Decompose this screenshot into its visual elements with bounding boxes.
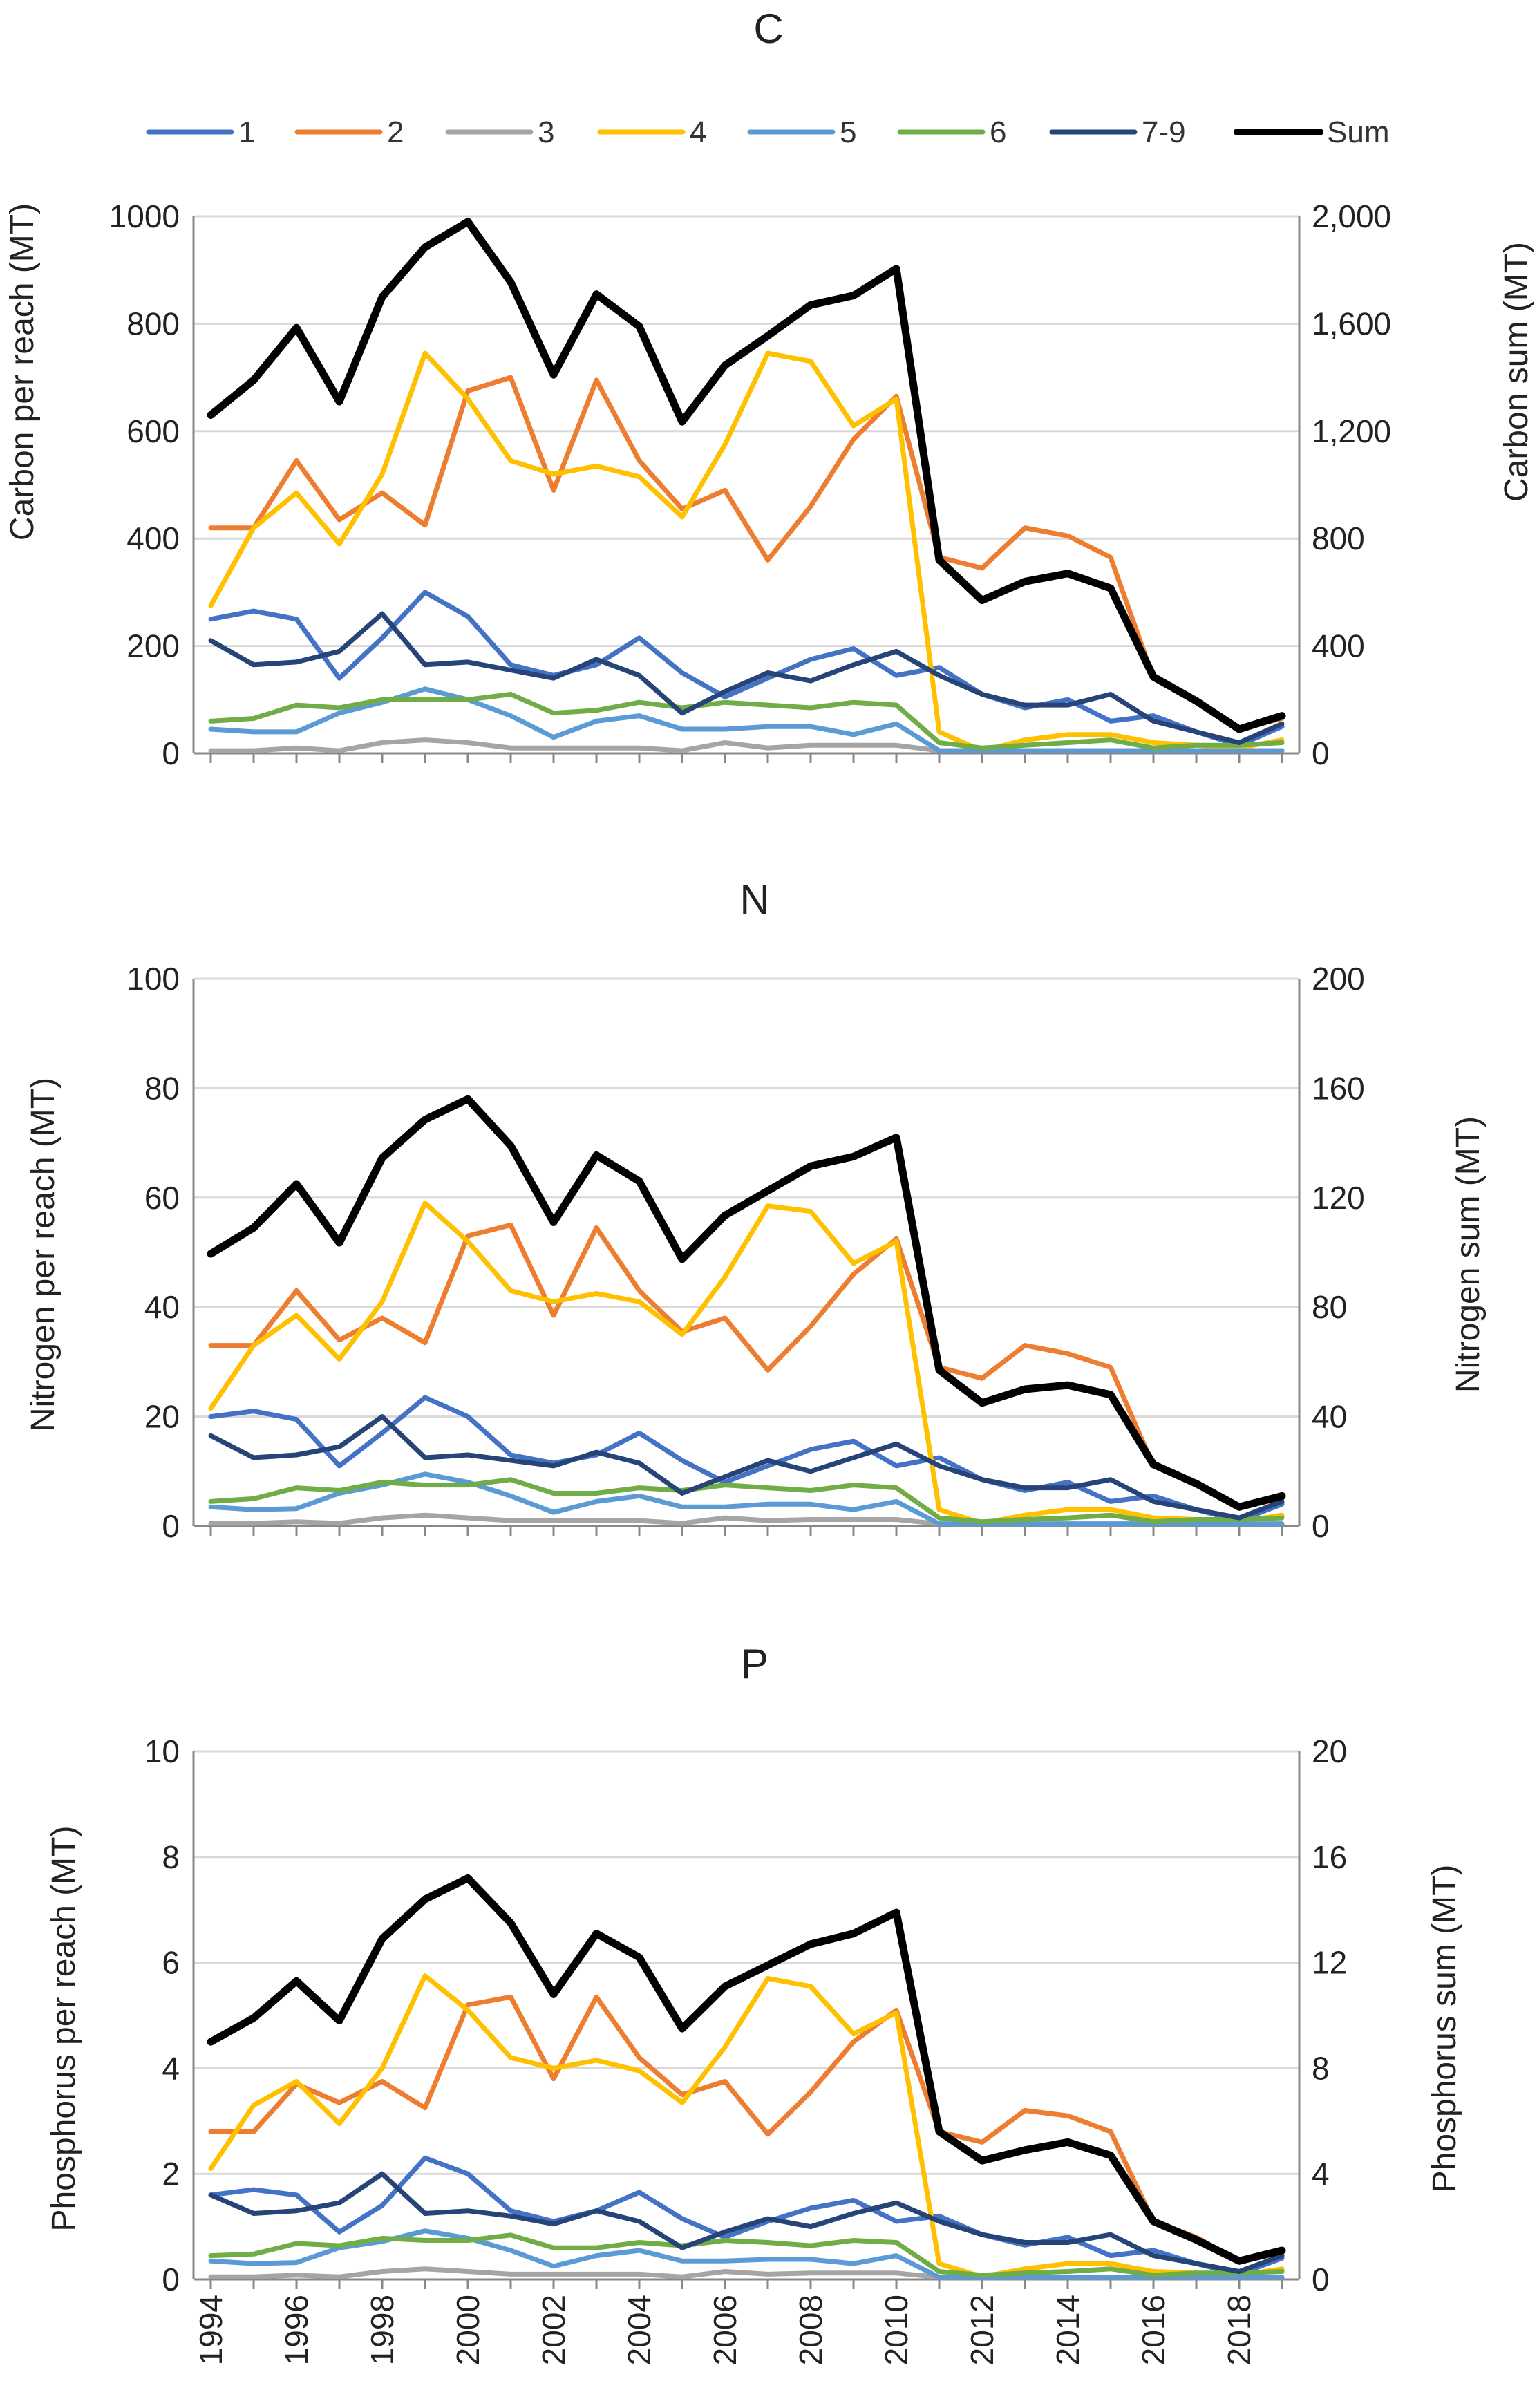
x-tick-label: 2006 [707, 2295, 743, 2365]
y-tick-label-right: 400 [1312, 628, 1365, 664]
series-line-7-9 [208, 611, 1285, 745]
y-tick-label-left: 800 [126, 305, 180, 341]
y-tick-label-left: 600 [126, 413, 180, 449]
series-line-7-9 [208, 1414, 1285, 1521]
y-axis-label-left: Nitrogen per reach (MT) [25, 1078, 62, 1431]
series-line-7-9 [208, 2171, 1285, 2274]
y-tick-label-right: 0 [1312, 2261, 1330, 2297]
legend-label-2: 2 [387, 115, 404, 149]
x-tick-label: 2010 [878, 2295, 914, 2365]
x-tick-label: 2008 [793, 2295, 829, 2365]
y-tick-label-left: 4 [162, 2050, 180, 2086]
legend: 1 2 3 4 5 6 7-9 Sum [146, 115, 1389, 149]
series-line-6 [208, 2232, 1285, 2278]
y-tick-label-right: 20 [1312, 1733, 1347, 1769]
x-tick-label: 2004 [621, 2295, 657, 2365]
y-tick-label-right: 12 [1312, 1945, 1347, 1981]
y-axis-label-left: Phosphorus per reach (MT) [46, 1826, 82, 2232]
series-line-6 [208, 1477, 1285, 1525]
x-tick-label: 2012 [964, 2295, 1000, 2365]
y-tick-label-right: 2,000 [1312, 198, 1391, 234]
x-tick-label: 1994 [193, 2295, 229, 2365]
legend-label-7-9: 7-9 [1142, 115, 1186, 149]
y-tick-label-left: 60 [144, 1180, 180, 1216]
y-tick-label-right: 200 [1312, 961, 1365, 997]
panel-title: P [741, 1641, 768, 1687]
panel-carbon: C Carbon per reach (MT) Carbon sum (MT) … [4, 6, 1535, 771]
series-line-2 [208, 375, 1285, 732]
y-tick-label-right: 4 [1312, 2156, 1330, 2192]
legend-label-6: 6 [990, 115, 1006, 149]
series-line-Sum [207, 218, 1286, 733]
series-line-1 [208, 2155, 1285, 2277]
y-tick-label-left: 1000 [109, 198, 180, 234]
y-tick-label-right: 1,600 [1312, 305, 1391, 341]
y-tick-label-right: 1,200 [1312, 413, 1391, 449]
y-axis-label-left: Carbon per reach (MT) [4, 203, 41, 540]
x-tick-label: 2016 [1135, 2295, 1171, 2365]
y-tick-label-left: 400 [126, 520, 180, 556]
y-tick-label-right: 160 [1312, 1070, 1365, 1106]
y-tick-label-left: 0 [162, 1508, 180, 1544]
y-tick-label-right: 80 [1312, 1289, 1347, 1325]
y-tick-label-left: 10 [144, 1733, 180, 1769]
y-tick-label-right: 40 [1312, 1399, 1347, 1435]
y-tick-label-right: 120 [1312, 1180, 1365, 1216]
y-tick-label-left: 40 [144, 1289, 180, 1325]
y-tick-label-right: 0 [1312, 1508, 1330, 1544]
series-line-Sum [207, 1095, 1286, 1511]
y-tick-label-left: 2 [162, 2156, 180, 2192]
y-tick-label-right: 16 [1312, 1839, 1347, 1875]
y-axis-label-right: Nitrogen sum (MT) [1450, 1116, 1487, 1393]
legend-label-Sum: Sum [1327, 115, 1389, 149]
x-tick-label: 2002 [536, 2295, 572, 2365]
x-tick-label: 1996 [279, 2295, 314, 2365]
y-tick-label-left: 20 [144, 1399, 180, 1435]
x-tick-label: 2018 [1221, 2295, 1257, 2365]
panel-nitrogen: N Nitrogen per reach (MT) Nitrogen sum (… [25, 876, 1487, 1544]
x-tick-label: 2014 [1050, 2295, 1086, 2365]
panel-phosphorus: P Phosphorus per reach (MT) Phosphorus s… [46, 1641, 1463, 2365]
y-tick-label-left: 0 [162, 735, 180, 771]
legend-label-3: 3 [538, 115, 554, 149]
series-line-1 [208, 1395, 1285, 1523]
y-tick-label-left: 100 [126, 961, 180, 997]
y-tick-label-right: 800 [1312, 520, 1365, 556]
series-line-4 [208, 1201, 1285, 1526]
x-tick-label: 2000 [450, 2295, 486, 2365]
x-tick-label: 1998 [364, 2295, 400, 2365]
series-line-4 [208, 350, 1285, 753]
y-tick-label-left: 6 [162, 1945, 180, 1981]
y-tick-label-left: 200 [126, 628, 180, 664]
y-tick-label-left: 80 [144, 1070, 180, 1106]
y-tick-label-right: 8 [1312, 2050, 1330, 2086]
panel-title: C [753, 6, 783, 52]
panel-title: N [739, 876, 769, 923]
series-line-4 [208, 1973, 1285, 2279]
y-axis-label-right: Phosphorus sum (MT) [1426, 1865, 1463, 2193]
y-tick-label-left: 8 [162, 1839, 180, 1875]
y-axis-label-right: Carbon sum (MT) [1498, 242, 1535, 502]
series-line-1 [208, 590, 1285, 748]
series-line-2 [208, 1994, 1285, 2264]
y-tick-label-right: 0 [1312, 735, 1330, 771]
legend-label-4: 4 [690, 115, 706, 149]
y-tick-label-left: 0 [162, 2261, 180, 2297]
legend-label-5: 5 [840, 115, 856, 149]
legend-label-1: 1 [238, 115, 255, 149]
series-line-6 [208, 692, 1285, 751]
series-line-2 [208, 1222, 1285, 1509]
series-line-Sum [207, 1874, 1286, 2265]
